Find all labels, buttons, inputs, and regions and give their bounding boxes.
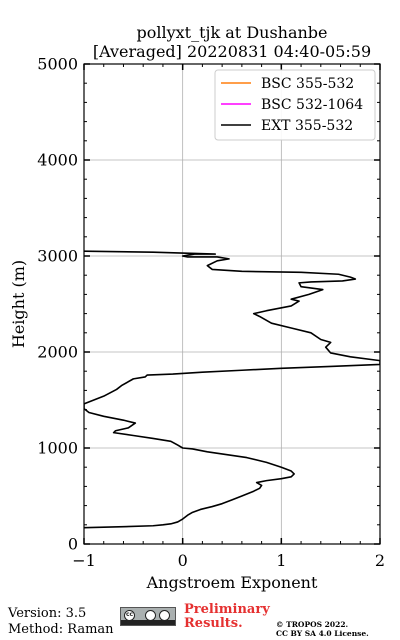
method-text: Method: Raman	[8, 622, 114, 637]
grid-lines	[84, 64, 380, 544]
y-tick-label: 2000	[37, 343, 78, 362]
cc-badge-strip	[121, 620, 175, 625]
footer-version-block: Version: 3.5 Method: Raman	[8, 606, 114, 638]
copyright-notice: © TROPOS 2022. CC BY SA 4.0 License.	[276, 620, 369, 638]
legend: BSC 355-532 BSC 532-1064 EXT 355-532	[214, 69, 376, 141]
preliminary-line2: Results.	[184, 616, 243, 631]
chart-canvas: pollyxt_tjk at Dushanbe [Averaged] 20220…	[9, 23, 385, 592]
plot-frame	[83, 63, 381, 545]
copyright-line2: CC BY SA 4.0 License.	[276, 629, 369, 638]
legend-box	[214, 69, 376, 141]
x-tick-label: 1	[276, 551, 286, 570]
x-tick-label: −1	[72, 551, 96, 570]
series-line-ext-355-532	[84, 250, 380, 529]
y-tick-label: 0	[68, 535, 78, 554]
legend-label-bsc-355-532: BSC 355-532	[261, 76, 354, 92]
y-tick-label: 1000	[37, 439, 78, 458]
y-tick-label: 4000	[37, 151, 78, 170]
x-axis-label: Angstroem Exponent	[146, 573, 318, 592]
cc-license-badge: cc	[120, 607, 176, 626]
copyright-line1: © TROPOS 2022.	[276, 620, 349, 629]
chart-title-line2: [Averaged] 20220831 04:40-05:59	[93, 42, 371, 61]
y-axis-label: Height (m)	[9, 260, 28, 348]
x-tick-label: 0	[178, 551, 188, 570]
chart-title-line1: pollyxt_tjk at Dushanbe	[136, 23, 327, 42]
series-lines	[84, 250, 380, 529]
legend-label-bsc-532-1064: BSC 532-1064	[261, 97, 363, 113]
preliminary-notice: Preliminary Results.	[184, 603, 270, 631]
preliminary-line1: Preliminary	[184, 602, 270, 617]
y-tick-label: 3000	[37, 247, 78, 266]
y-tick-label: 5000	[37, 55, 78, 74]
x-tick-label: 2	[375, 551, 385, 570]
version-text: Version: 3.5	[8, 606, 87, 621]
legend-label-ext-355-532: EXT 355-532	[261, 118, 353, 134]
